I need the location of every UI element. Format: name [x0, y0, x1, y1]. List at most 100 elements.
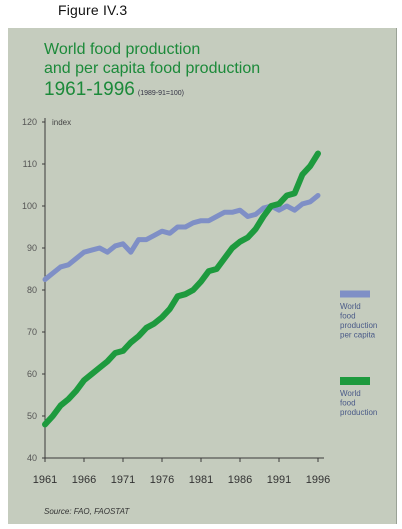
data-point	[293, 192, 296, 195]
data-point	[137, 335, 140, 338]
data-point	[184, 293, 187, 296]
data-point	[200, 280, 202, 283]
chart-series	[42, 150, 321, 428]
data-point	[91, 249, 93, 251]
data-point	[59, 404, 62, 407]
data-point	[301, 173, 304, 176]
data-point	[239, 240, 241, 243]
data-point	[247, 236, 249, 239]
data-point	[254, 213, 257, 216]
y-tick-label: 110	[23, 159, 37, 169]
chart-title: World food production and per capita foo…	[44, 40, 260, 106]
source-note: Source: FAO, FAOSTAT	[44, 507, 130, 516]
data-point	[67, 264, 70, 266]
data-point	[286, 194, 288, 197]
data-point	[98, 366, 101, 369]
title-line-1: World food production	[44, 41, 201, 58]
data-point	[176, 295, 179, 298]
data-point	[145, 327, 148, 329]
data-point	[286, 205, 288, 207]
data-point	[106, 360, 109, 363]
legend-label: production	[340, 321, 377, 330]
data-point	[161, 316, 163, 319]
data-point	[52, 415, 54, 417]
data-point	[44, 423, 46, 426]
data-point	[83, 379, 85, 382]
x-tick-label: 1976	[150, 474, 174, 486]
data-point	[200, 219, 202, 222]
data-point	[215, 268, 218, 270]
data-point	[317, 194, 319, 197]
data-point	[223, 211, 226, 214]
data-point	[270, 205, 273, 207]
data-point	[239, 209, 241, 211]
data-point	[192, 222, 194, 224]
data-point	[184, 226, 187, 228]
x-tick-label: 1996	[306, 474, 330, 486]
legend-label: food	[340, 312, 356, 321]
legend-label: World	[340, 389, 361, 398]
data-point	[114, 352, 116, 354]
y-tick-label: 100	[22, 201, 37, 211]
x-tick-label: 1986	[228, 474, 252, 486]
x-tick-label: 1981	[189, 474, 213, 486]
data-point	[309, 165, 312, 167]
data-point	[169, 308, 171, 310]
data-point	[153, 322, 155, 325]
chart-axes: 40 50 60 70 80 90 100 110 120 index 1961 1966 1971 19…	[22, 117, 330, 486]
data-point	[223, 257, 226, 260]
data-point	[254, 228, 257, 230]
legend-label: World	[340, 302, 361, 311]
series-line	[42, 193, 321, 282]
data-point	[231, 247, 233, 249]
y-tick-label: 40	[27, 453, 37, 463]
data-point	[192, 289, 194, 291]
x-tick-label: 1961	[33, 474, 57, 486]
series-line	[42, 150, 321, 428]
y-tick-label: 70	[27, 327, 37, 337]
data-point	[114, 245, 116, 247]
x-tick-label: 1991	[267, 474, 291, 486]
legend-label: production	[340, 408, 377, 417]
data-point	[293, 209, 296, 211]
data-point	[67, 398, 70, 401]
data-point	[309, 201, 312, 203]
data-point	[208, 219, 210, 222]
data-point	[75, 257, 77, 260]
data-point	[176, 226, 179, 228]
data-point	[247, 215, 249, 218]
data-point	[278, 209, 280, 211]
x-tick-label: 1971	[111, 474, 135, 486]
x-tick-label: 1966	[72, 474, 96, 486]
legend-label: per capita	[340, 331, 376, 340]
data-point	[83, 251, 85, 253]
y-tick-label: 80	[27, 285, 37, 295]
data-point	[91, 373, 93, 375]
title-note: (1989-91=100)	[137, 90, 184, 97]
data-point	[262, 215, 265, 218]
data-point	[153, 234, 155, 237]
data-point	[145, 238, 148, 241]
data-point	[98, 247, 101, 249]
legend-label: food	[340, 399, 356, 408]
y-axis-label: index	[52, 118, 71, 127]
title-years: 1961-1996	[44, 79, 135, 100]
y-tick-label: 90	[27, 243, 37, 253]
data-point	[301, 203, 304, 205]
data-point	[215, 215, 218, 218]
data-point	[59, 266, 62, 268]
data-point	[106, 251, 109, 253]
title-line-2: and per capita food production	[44, 60, 261, 77]
data-point	[52, 272, 54, 275]
y-tick-label: 50	[27, 411, 37, 421]
data-point	[231, 211, 233, 214]
data-point	[130, 251, 132, 253]
data-point	[278, 203, 280, 205]
data-point	[75, 390, 77, 392]
data-point	[262, 207, 265, 209]
data-point	[130, 341, 132, 344]
data-point	[137, 238, 140, 241]
data-point	[208, 270, 210, 272]
